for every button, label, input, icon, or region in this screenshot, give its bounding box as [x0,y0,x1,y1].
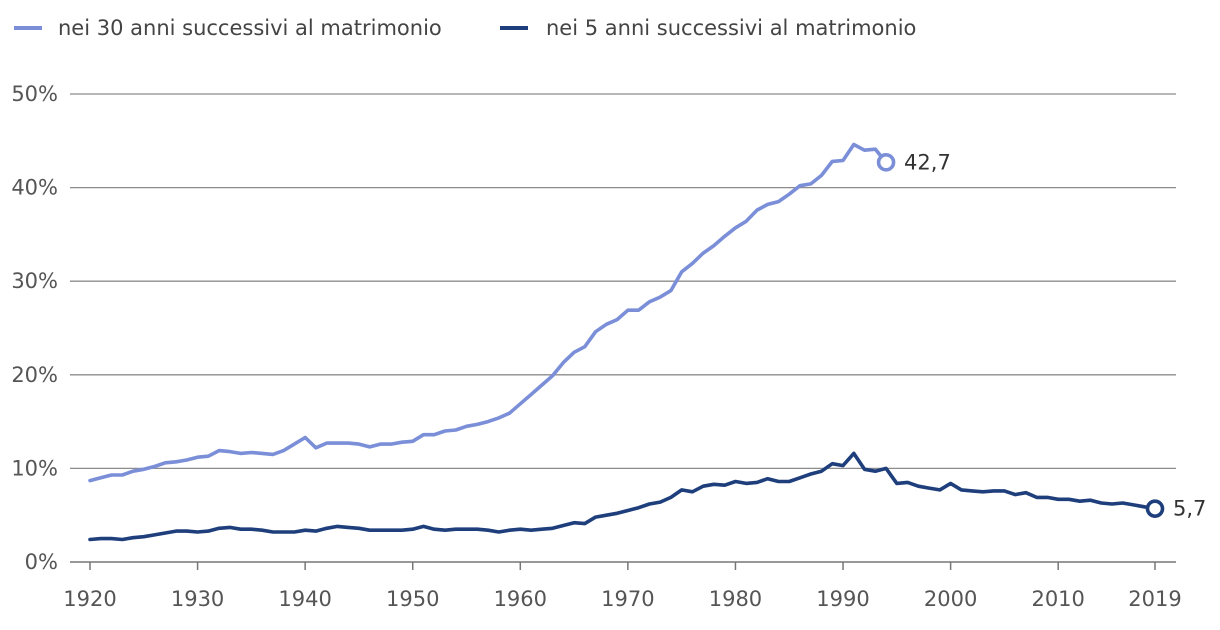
y-tick-label: 50% [11,82,58,106]
x-tick-label: 2019 [1128,587,1181,611]
y-tick-label: 20% [11,363,58,387]
x-tick-label: 1990 [816,587,869,611]
series-line-2 [88,451,1157,542]
legend-label-series-2: nei 5 anni successivi al matrimonio [546,16,916,40]
x-tick-label: 2000 [924,587,977,611]
y-tick-label: 0% [25,550,58,574]
series-lines [88,142,1157,542]
series-end-marker-1 [876,153,896,172]
x-tick-label: 1920 [63,587,116,611]
y-tick-label: 30% [11,269,58,293]
series-line-1 [88,142,888,483]
x-tick-label: 1950 [386,587,439,611]
y-tick-label: 10% [11,456,58,480]
series-end-label-2: 5,7 [1173,497,1206,521]
end-labels: 42,7 5,7 [876,150,1206,521]
x-tick-label: 1960 [494,587,547,611]
x-tick-label: 2010 [1031,587,1084,611]
x-axis: 1920 1930 1940 1950 1960 1970 1980 1990 2000 2010… [63,561,1182,611]
y-tick-label: 40% [11,176,58,200]
x-tick-label: 1970 [601,587,654,611]
x-tick-label: 1980 [709,587,762,611]
x-tick-label: 1930 [171,587,224,611]
legend: nei 30 anni successivi al matrimonio nei… [14,16,916,40]
series-end-label-1: 42,7 [904,150,951,174]
y-axis-tick-labels: 0% 10% 20% 30% 40% 50% [11,82,58,574]
legend-label-series-1: nei 30 anni successivi al matrimonio [58,16,442,40]
gridlines [70,93,1176,470]
series-end-marker-2 [1145,499,1165,518]
x-tick-label: 1940 [278,587,331,611]
